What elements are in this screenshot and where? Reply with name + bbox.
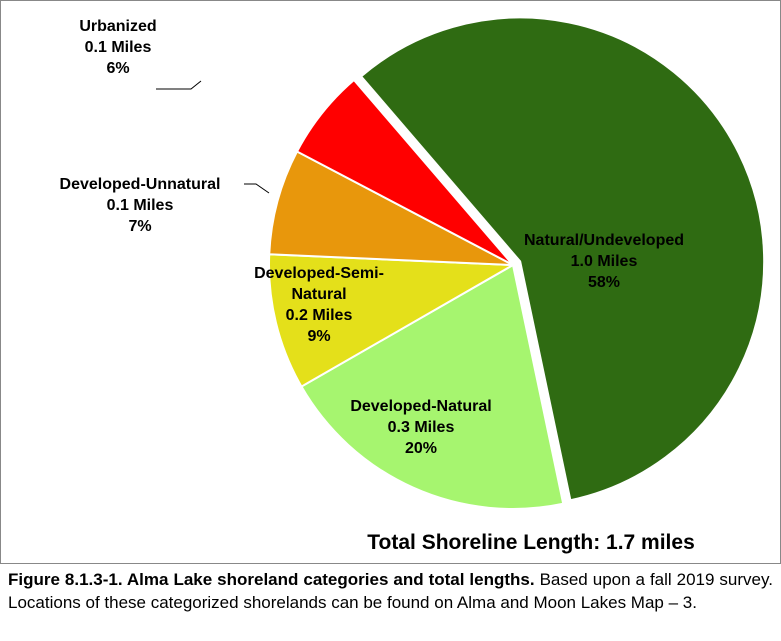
pie-slice xyxy=(300,263,565,510)
pie-slice xyxy=(359,16,766,502)
slice-length: 1.0 Miles xyxy=(570,253,638,270)
slice-name: Urbanized xyxy=(79,18,157,35)
slice-value: 20% xyxy=(404,440,438,457)
slice-label: Developed-Semi-Natural 0.2 Miles 9% xyxy=(254,263,384,347)
slice-length: 0.3 Miles xyxy=(387,419,455,436)
slice-length: 0.1 Miles xyxy=(106,197,174,214)
chart-title: Total Shoreline Length: 1.7 miles xyxy=(367,531,695,554)
leader-line xyxy=(244,183,270,194)
slice-length: 0.2 Miles xyxy=(285,307,353,324)
slice-label: Developed-Unnatural 0.1 Miles 7% xyxy=(25,174,255,237)
slice-value: 58% xyxy=(587,274,621,291)
chart xyxy=(156,16,766,510)
pie-slice xyxy=(268,253,517,388)
leader-line xyxy=(156,80,202,90)
slice-label: Urbanized 0.1 Miles 6% xyxy=(58,16,178,79)
slice-name: Developed-Unnatural xyxy=(59,176,221,193)
pie-slice xyxy=(295,78,514,266)
caption-title: Figure 8.1.3-1. Alma Lake shoreland cate… xyxy=(8,570,535,589)
caption-text: Based upon a fall 2019 survey. Locations… xyxy=(8,570,773,612)
chart-frame: Total Shoreline Length: 1.7 miles Natura… xyxy=(0,0,781,564)
caption: Figure 8.1.3-1. Alma Lake shoreland cate… xyxy=(0,564,781,618)
slice-value: 7% xyxy=(128,218,152,235)
slice-label: Natural/Undeveloped 1.0 Miles 58% xyxy=(504,230,704,293)
slice-length: 0.1 Miles xyxy=(84,39,152,56)
slice-name: Natural/Undeveloped xyxy=(523,232,685,249)
slice-name: Developed-Semi-Natural xyxy=(254,265,384,303)
slice-value: 9% xyxy=(307,328,331,345)
slice-value: 6% xyxy=(106,60,130,77)
slice-label: Developed-Natural 0.3 Miles 20% xyxy=(321,396,521,459)
slice-name: Developed-Natural xyxy=(350,398,492,415)
pie-slice xyxy=(268,150,514,266)
